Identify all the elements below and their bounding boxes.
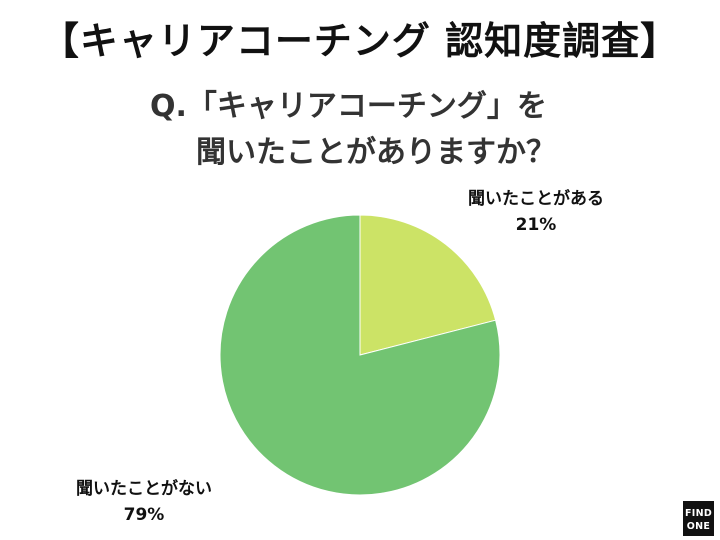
- pie-slice-heard: [359, 214, 497, 356]
- slice-label-heard-value: 21%: [515, 215, 557, 235]
- survey-question: Q.「キャリアコーチング」を 聞いたことがありますか？: [150, 84, 590, 176]
- slice-label-not-heard: 聞いたことがない 79%: [76, 476, 212, 528]
- slice-label-not-heard-value: 79%: [123, 505, 165, 525]
- question-line-2: 聞いたことがありますか？: [196, 135, 556, 170]
- pie-slice-not-heard: [219, 214, 501, 496]
- logo-line-2: ONE: [686, 521, 711, 532]
- find-one-logo: FIND ONE: [683, 501, 714, 536]
- slice-label-not-heard-name: 聞いたことがない: [76, 479, 212, 499]
- question-line-1: Q.「キャリアコーチング」を: [150, 89, 547, 124]
- logo-line-1: FIND: [685, 508, 713, 519]
- page-title: 【キャリアコーチング 認知度調査】: [40, 19, 680, 63]
- slice-label-heard: 聞いたことがある 21%: [468, 186, 604, 238]
- slice-label-heard-name: 聞いたことがある: [468, 189, 604, 209]
